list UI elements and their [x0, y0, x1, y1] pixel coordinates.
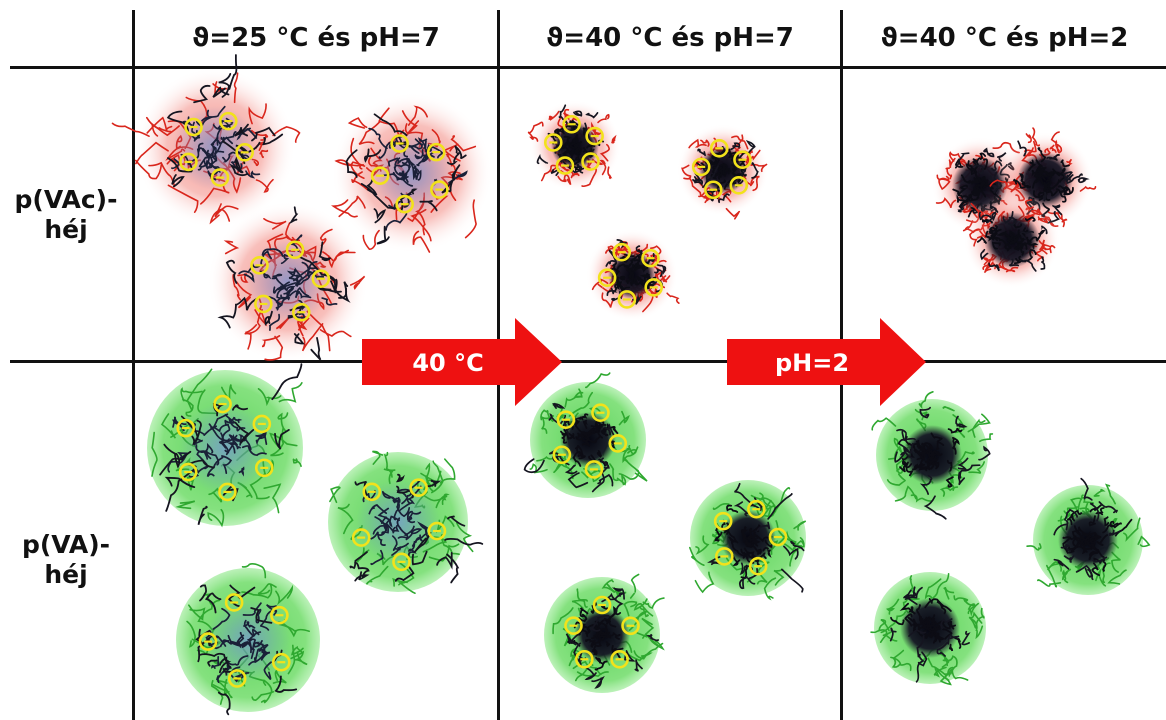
row-label-pva-line1: p(VA)-	[21, 530, 111, 559]
arrow-ph-label: pH=2	[775, 349, 849, 377]
particle-1	[111, 54, 301, 229]
column-header-1: ϑ=25 °C és pH=7	[192, 23, 440, 53]
particle-12	[176, 563, 320, 716]
particle-4	[527, 100, 621, 192]
arrow-temperature-label: 40 °C	[412, 349, 483, 377]
particle-9	[963, 191, 1061, 289]
particle-17	[1026, 477, 1151, 595]
particle-5	[677, 124, 769, 220]
particle-6	[586, 229, 680, 321]
arrow-temperature: 40 °C	[362, 318, 562, 406]
particle-18	[870, 572, 986, 686]
particle-14	[689, 480, 807, 601]
column-header-3: ϑ=40 °C és pH=2	[880, 23, 1129, 53]
particle-16	[871, 391, 994, 520]
particle-2	[331, 92, 493, 254]
row-label-pvac-line2: héj	[44, 215, 88, 244]
row-label-pva: p(VA)- héj	[0, 530, 132, 590]
arrow-ph: pH=2	[727, 318, 926, 406]
grid-vertical-line-1	[132, 10, 135, 720]
particle-15	[544, 573, 665, 693]
arrow-ph-shape	[727, 318, 926, 406]
particle-13	[523, 372, 648, 498]
row-label-pva-line2: héj	[44, 560, 88, 589]
particle-3	[207, 201, 369, 363]
grid-horizontal-line-middle	[10, 360, 1166, 363]
grid-horizontal-line-header	[10, 66, 1166, 69]
row-label-pvac-line1: p(VAc)-	[14, 185, 118, 214]
particle-10	[147, 363, 303, 528]
particle-11	[328, 450, 484, 594]
arrow-temperature-shape	[362, 318, 562, 406]
row-label-pvac: p(VAc)- héj	[0, 185, 132, 245]
column-header-2: ϑ=40 °C és pH=7	[546, 23, 794, 53]
